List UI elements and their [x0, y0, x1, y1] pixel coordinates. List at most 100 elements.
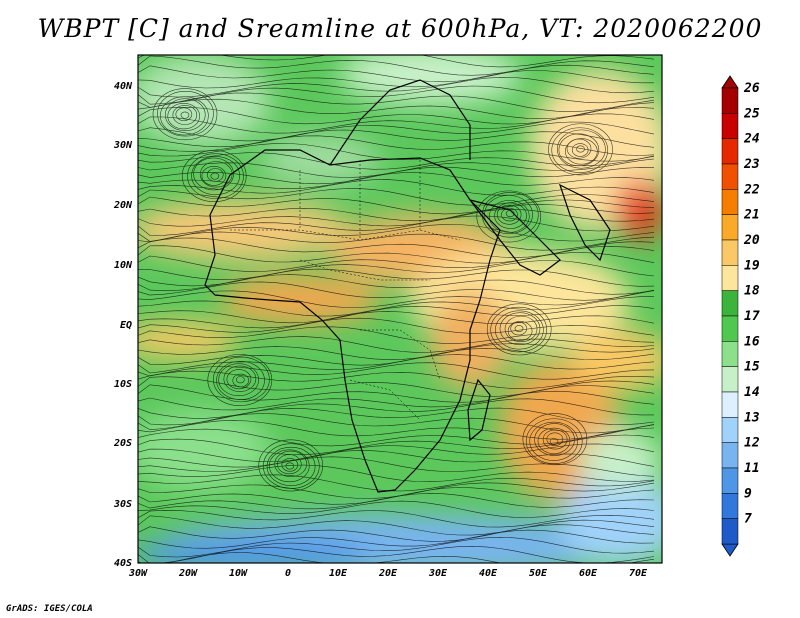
streamline — [138, 524, 655, 542]
colorbar-label: 24 — [743, 132, 760, 147]
colorbar-label: 20 — [743, 233, 760, 248]
lat-label: 20S — [113, 438, 132, 449]
lat-label: 10S — [114, 379, 132, 390]
vortex-streamline — [504, 315, 538, 343]
streamline — [138, 311, 655, 329]
streamline — [138, 390, 655, 411]
streamline — [138, 92, 655, 113]
colorbar-label: 16 — [744, 334, 760, 349]
vortex-streamline — [546, 432, 564, 446]
colorbar-swatch — [721, 138, 739, 165]
vortex-streamline — [167, 103, 201, 130]
lon-label: 40E — [479, 568, 498, 579]
map-title: WBPT [C] and Sreamline at 600hPa, VT: 20… — [37, 14, 763, 43]
streamline — [138, 434, 655, 456]
streamline — [138, 456, 655, 477]
vortex-streamline — [557, 129, 606, 169]
streamline — [138, 296, 655, 317]
streamline — [138, 129, 655, 148]
vortex-streamline — [262, 443, 320, 489]
streamline — [138, 152, 655, 170]
streamline — [138, 413, 655, 434]
latitude-labels: 40N 30N 20N 10N EQ 10S 20S 30S 40S — [113, 81, 133, 569]
vortex-streamline — [486, 303, 552, 356]
streamline — [138, 85, 655, 105]
streamline — [138, 336, 655, 353]
streamline — [138, 370, 655, 389]
colorbar-swatch — [721, 290, 739, 317]
vortex-streamline — [494, 202, 527, 229]
colorbar-swatch — [721, 87, 739, 114]
streamline — [138, 398, 654, 419]
streamline — [138, 121, 655, 142]
vortex-streamline — [266, 446, 316, 486]
vortex-streamline — [514, 325, 524, 333]
lat-label: 30N — [113, 140, 133, 151]
lat-label: 40S — [114, 558, 132, 569]
streamline — [138, 464, 655, 483]
vortex-streamline — [537, 427, 571, 454]
streamline — [138, 281, 655, 301]
streamline — [138, 237, 655, 258]
streamline — [138, 509, 655, 528]
streamline — [138, 515, 655, 536]
colorbar-swatch — [721, 467, 739, 494]
colorbar-label: 7 — [744, 512, 752, 527]
vortex-streamline — [175, 107, 193, 121]
colorbar-label: 25 — [743, 106, 760, 121]
lon-label: 10W — [229, 568, 248, 579]
streamline — [138, 500, 655, 518]
streamline — [138, 209, 655, 227]
streamline — [138, 245, 655, 264]
colorbar-swatch — [721, 417, 739, 443]
vortex-streamline — [551, 127, 609, 173]
streamline — [138, 450, 655, 468]
streamline — [138, 188, 655, 206]
vortex-streamline — [223, 365, 257, 392]
streamline — [138, 420, 655, 440]
streamline — [138, 362, 655, 380]
vortex-streamline — [507, 321, 533, 341]
lon-label: 50E — [529, 568, 548, 579]
vortex-streamline — [281, 458, 299, 472]
vortex-streamline — [181, 150, 247, 202]
colorbar-swatch — [721, 442, 739, 469]
vortex-streamline — [218, 363, 259, 397]
vortex-streamline — [571, 143, 589, 157]
vortex-streamline — [232, 373, 250, 388]
vortex-streamline — [236, 376, 245, 384]
lat-label: 10N — [114, 260, 133, 271]
lat-label: EQ — [120, 320, 132, 331]
vortex-streamline — [549, 437, 559, 445]
lon-label: 70E — [629, 568, 648, 579]
vortex-streamline — [206, 168, 224, 182]
vortex-streamline — [566, 138, 592, 159]
vortex-streamline — [499, 312, 541, 345]
vortex-streamline — [276, 454, 302, 475]
colorbar-swatch — [721, 189, 739, 215]
lon-label: 20W — [178, 568, 198, 579]
lat-label: 20N — [113, 200, 133, 211]
colorbar-label: 14 — [744, 385, 760, 400]
vortex-streamline — [576, 145, 585, 153]
vortex-streamline — [285, 462, 295, 470]
colorbar-label: 23 — [743, 157, 760, 172]
vortex-streamline — [495, 310, 544, 350]
streamline — [138, 376, 655, 397]
credit-text: GrADS: IGES/COLA — [6, 604, 93, 614]
vortex-streamline — [193, 157, 234, 191]
colorbar-top-arrow — [721, 75, 739, 89]
vortex-streamline — [199, 161, 233, 188]
vortex-streamline — [226, 369, 252, 390]
colorbar-label: 13 — [744, 410, 760, 425]
streamline — [138, 274, 655, 295]
streamline — [138, 427, 655, 447]
vortex-streamline — [191, 156, 240, 196]
streamline — [138, 113, 655, 134]
vortex-streamline — [269, 449, 310, 483]
vortex-streamline — [180, 111, 190, 119]
colorbar-swatch — [721, 366, 739, 393]
vortex-streamline — [496, 204, 522, 225]
lat-label: 40N — [114, 81, 133, 92]
